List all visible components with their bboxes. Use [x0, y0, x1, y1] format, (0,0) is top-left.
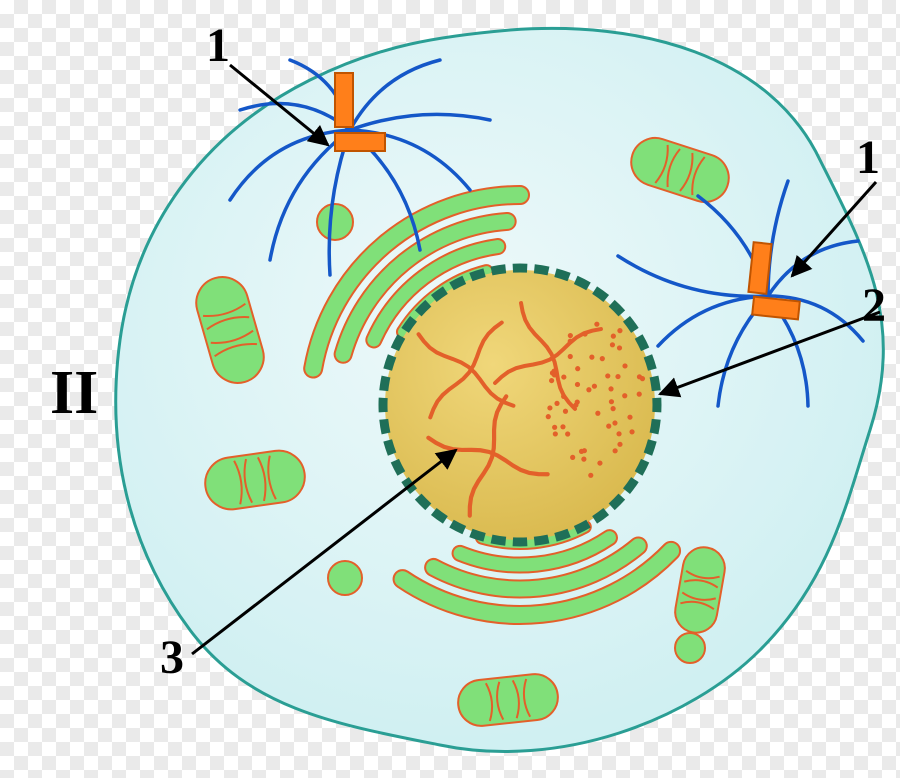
callout-label-1-right: 1 [856, 134, 880, 182]
nucleus [383, 268, 657, 542]
cell-diagram [0, 0, 900, 778]
callout-label-3: 3 [160, 634, 184, 682]
callout-label-1-top: 1 [206, 22, 230, 70]
stage-label: II [50, 362, 98, 424]
callout-label-2: 2 [862, 282, 886, 330]
